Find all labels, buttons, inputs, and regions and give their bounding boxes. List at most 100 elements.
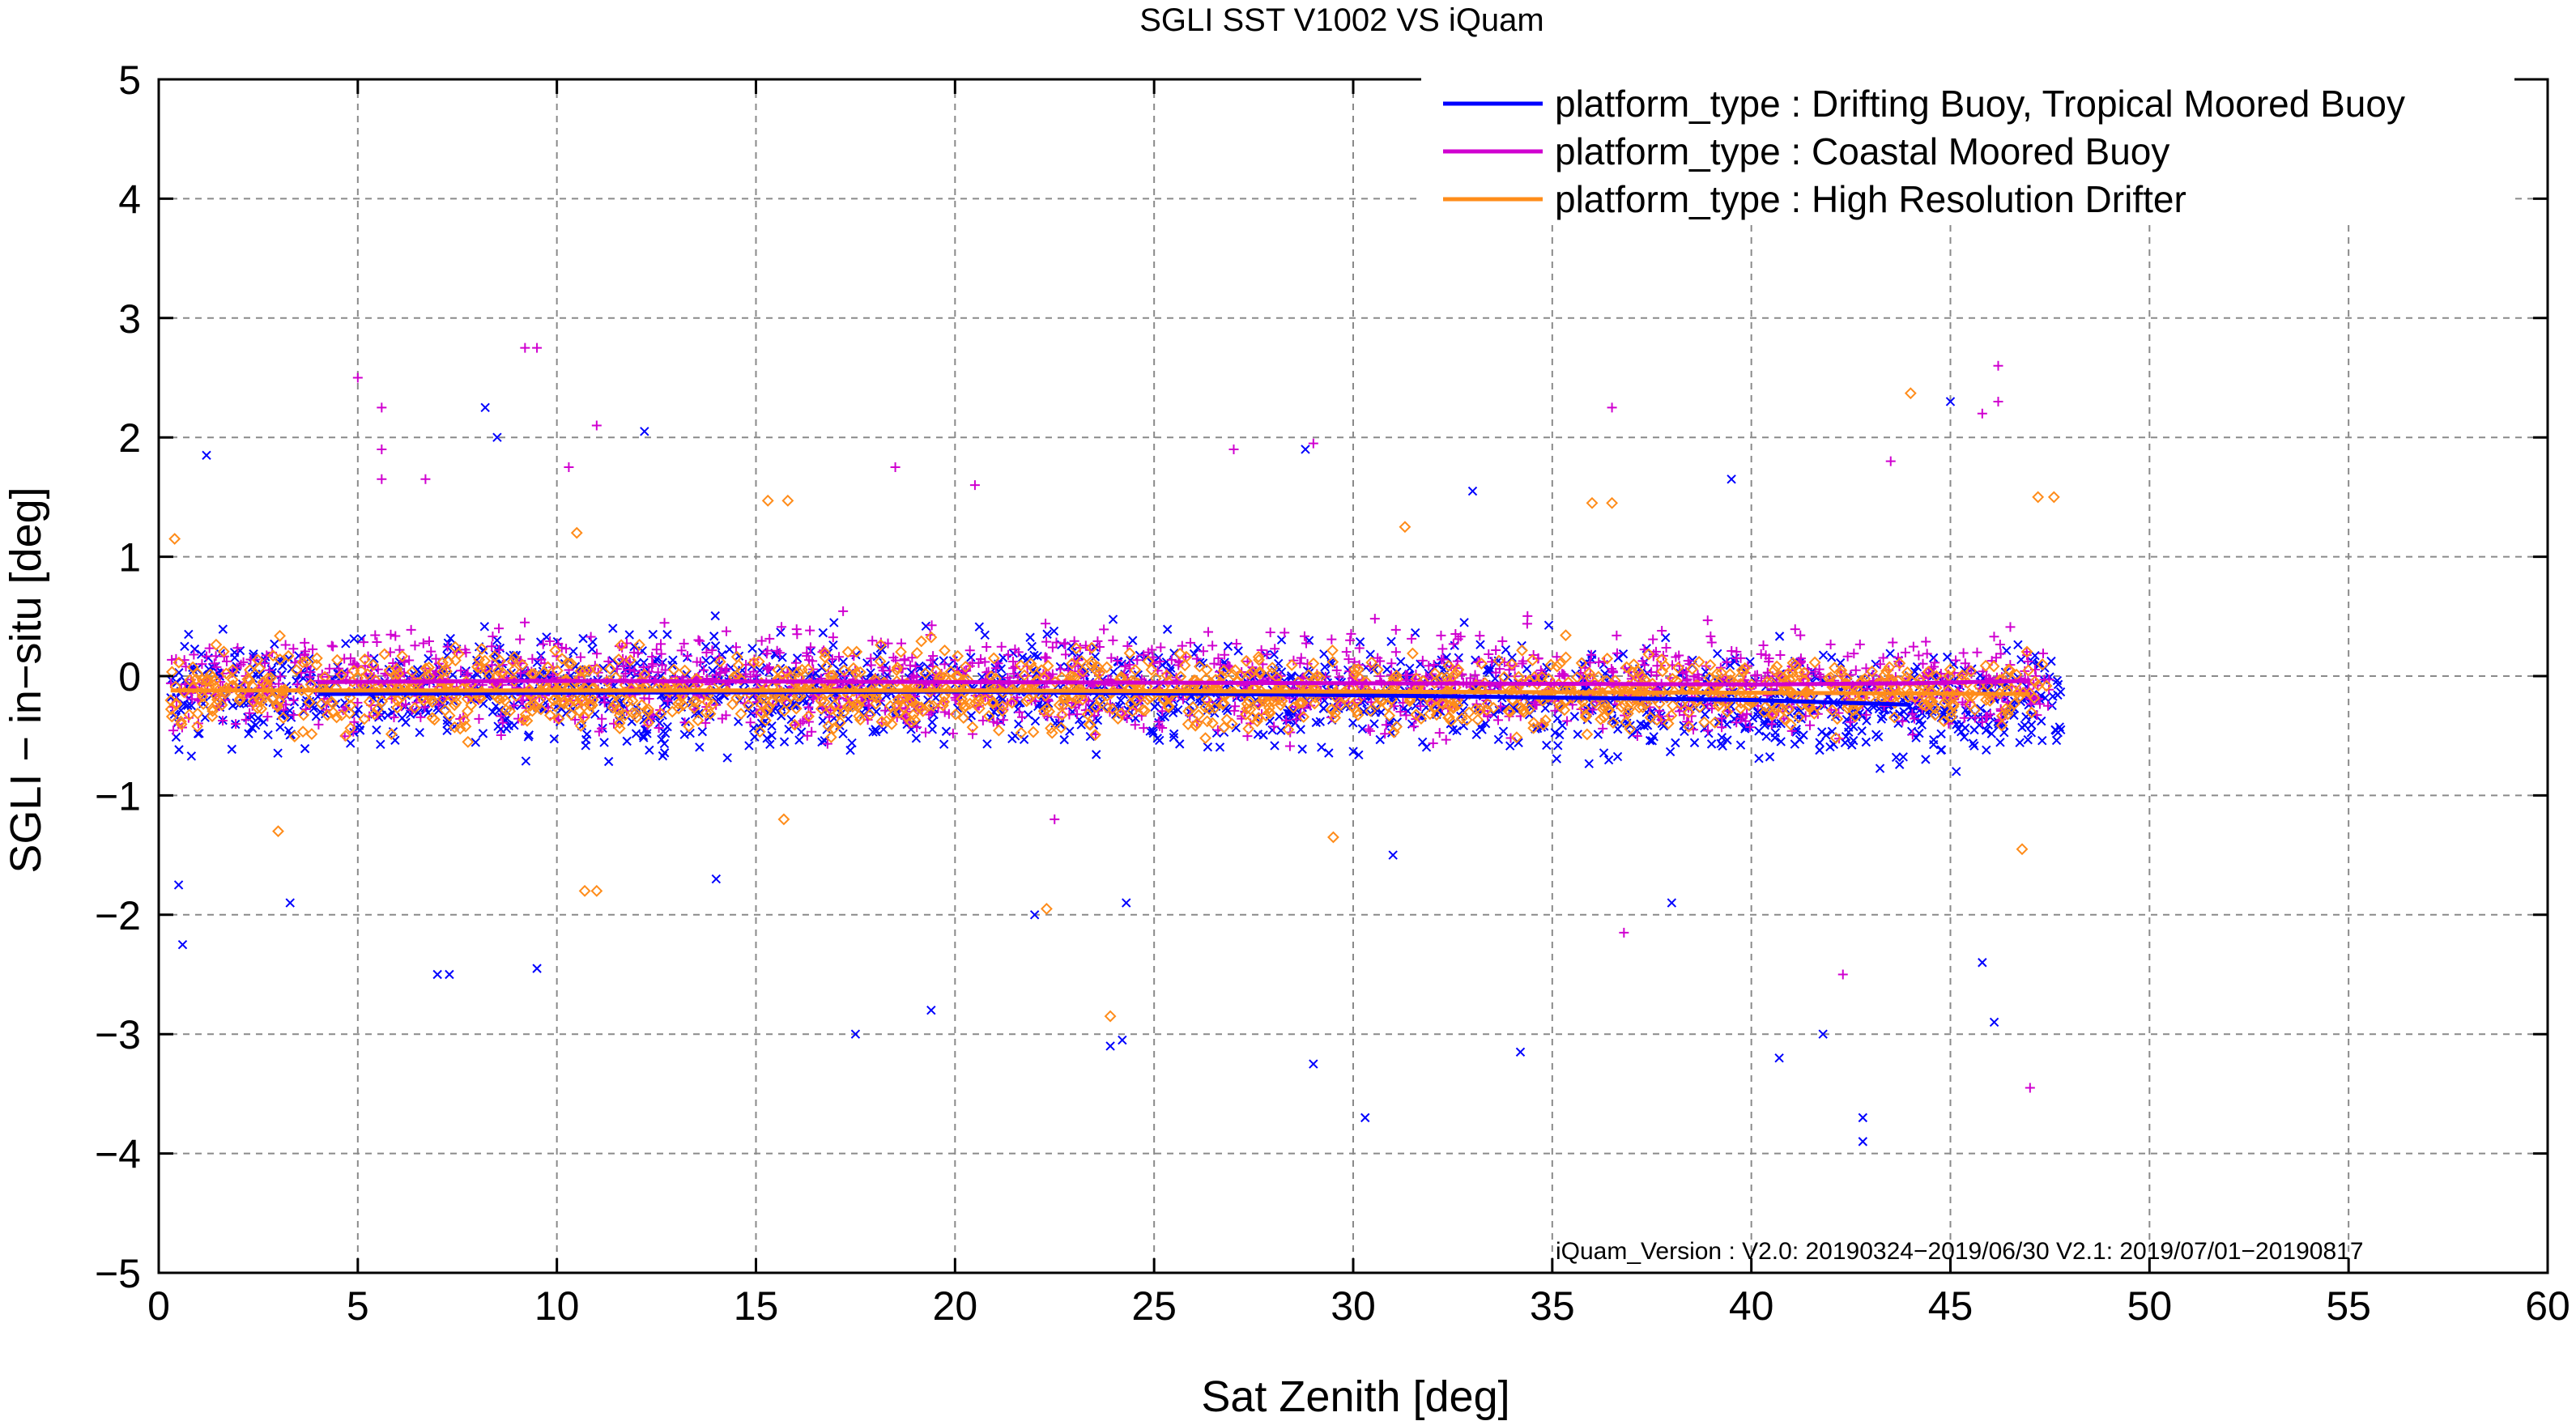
- point-diamond-marker: [803, 710, 815, 723]
- point-diamond-marker: [1443, 700, 1456, 713]
- point-x-marker: [710, 611, 720, 621]
- point-diamond-marker: [1579, 708, 1592, 721]
- point-plus-marker: [197, 659, 207, 670]
- legend-label-coastal: platform_type : Coastal Moored Buoy: [1555, 130, 2169, 172]
- point-plus-marker: [1594, 657, 1604, 667]
- point-diamond-marker: [1252, 698, 1265, 711]
- point-diamond-marker: [1620, 716, 1633, 729]
- point-plus-marker: [1155, 721, 1165, 731]
- point-x-marker: [695, 742, 705, 752]
- point-x-marker: [180, 641, 189, 651]
- point-x-marker: [258, 717, 269, 727]
- point-x-marker: [1989, 1017, 1999, 1027]
- point-plus-marker: [656, 649, 666, 659]
- point-plus-marker: [1156, 642, 1166, 653]
- point-x-marker: [521, 756, 531, 766]
- point-x-marker: [1861, 737, 1871, 747]
- point-plus-marker: [1702, 615, 1713, 626]
- point-x-marker: [1324, 748, 1334, 758]
- point-plus-marker: [912, 722, 922, 733]
- point-diamond-marker: [701, 696, 713, 708]
- point-x-marker: [1173, 705, 1183, 715]
- point-diamond-marker: [1443, 711, 1455, 724]
- point-plus-marker: [1369, 614, 1380, 624]
- point-plus-marker: [260, 658, 270, 669]
- point-plus-marker: [2025, 1083, 2035, 1093]
- point-diamond-marker: [824, 704, 837, 716]
- point-x-marker: [1914, 728, 1924, 738]
- point-x-marker: [1761, 731, 1771, 742]
- point-x-marker: [705, 712, 715, 721]
- point-diamond-marker: [642, 716, 655, 729]
- point-diamond-marker: [633, 638, 645, 651]
- point-plus-marker: [556, 642, 567, 653]
- point-diamond-marker: [565, 657, 577, 670]
- point-plus-marker: [262, 712, 273, 722]
- point-x-marker: [779, 737, 790, 747]
- point-diamond-marker: [217, 645, 230, 658]
- point-plus-marker: [1390, 647, 1401, 657]
- point-diamond-marker: [164, 694, 177, 707]
- point-diamond-marker: [1390, 721, 1403, 733]
- x-tick-label: 0: [147, 1283, 170, 1329]
- point-x-marker: [186, 751, 197, 761]
- point-diamond-marker: [343, 691, 356, 704]
- point-plus-marker: [494, 645, 505, 655]
- point-diamond-marker: [508, 663, 521, 676]
- point-plus-marker: [1825, 639, 1836, 649]
- point-diamond-marker: [255, 702, 268, 715]
- point-diamond-marker: [1275, 695, 1288, 708]
- point-diamond-marker: [1327, 831, 1339, 844]
- point-x-marker: [700, 641, 711, 652]
- point-diamond-marker: [172, 656, 185, 669]
- point-diamond-marker: [1081, 708, 1094, 721]
- point-x-marker: [911, 734, 922, 743]
- point-diamond-marker: [1504, 705, 1517, 718]
- point-diamond-marker: [752, 655, 765, 668]
- point-diamond-marker: [700, 706, 713, 719]
- point-x-marker: [1022, 654, 1033, 664]
- point-diamond-marker: [335, 669, 348, 681]
- point-diamond-marker: [506, 655, 519, 668]
- point-plus-marker: [762, 645, 773, 656]
- point-plus-marker: [1112, 656, 1122, 666]
- point-x-marker: [1618, 649, 1629, 659]
- point-x-marker: [1569, 712, 1580, 721]
- point-x-marker: [1290, 718, 1301, 728]
- point-plus-marker: [1009, 669, 1020, 679]
- point-diamond-marker: [992, 724, 1005, 737]
- point-diamond-marker: [226, 674, 239, 686]
- point-x-marker: [1981, 725, 1991, 735]
- point-plus-marker: [1586, 649, 1596, 660]
- point-diamond-marker: [1407, 647, 1419, 660]
- point-plus-marker: [1256, 645, 1267, 655]
- point-diamond-marker: [820, 660, 833, 673]
- point-diamond-marker: [853, 710, 865, 722]
- point-diamond-marker: [672, 702, 685, 715]
- y-tick-label: −5: [95, 1251, 141, 1296]
- point-x-marker: [285, 705, 295, 716]
- point-plus-marker: [695, 636, 705, 646]
- point-diamond-marker: [168, 533, 181, 545]
- point-plus-marker: [377, 474, 387, 484]
- point-plus-marker: [1331, 665, 1342, 675]
- point-diamond-marker: [1307, 657, 1320, 670]
- point-x-marker: [1421, 742, 1432, 752]
- point-diamond-marker: [1326, 656, 1339, 668]
- point-diamond-marker: [1381, 700, 1394, 713]
- point-plus-marker: [1562, 716, 1573, 726]
- point-diamond-marker: [1656, 665, 1669, 678]
- point-plus-marker: [1790, 624, 1800, 635]
- point-plus-marker: [1229, 705, 1240, 716]
- point-diamond-marker: [1228, 664, 1241, 677]
- point-x-marker: [1645, 735, 1655, 746]
- point-diamond-marker: [841, 645, 854, 658]
- point-diamond-marker: [1710, 667, 1723, 680]
- point-diamond-marker: [895, 645, 907, 658]
- point-diamond-marker: [870, 697, 882, 710]
- point-diamond-marker: [558, 697, 570, 710]
- point-x-marker: [1885, 649, 1895, 658]
- point-plus-marker: [1041, 619, 1051, 629]
- point-x-marker: [638, 730, 649, 741]
- point-plus-marker: [313, 719, 324, 730]
